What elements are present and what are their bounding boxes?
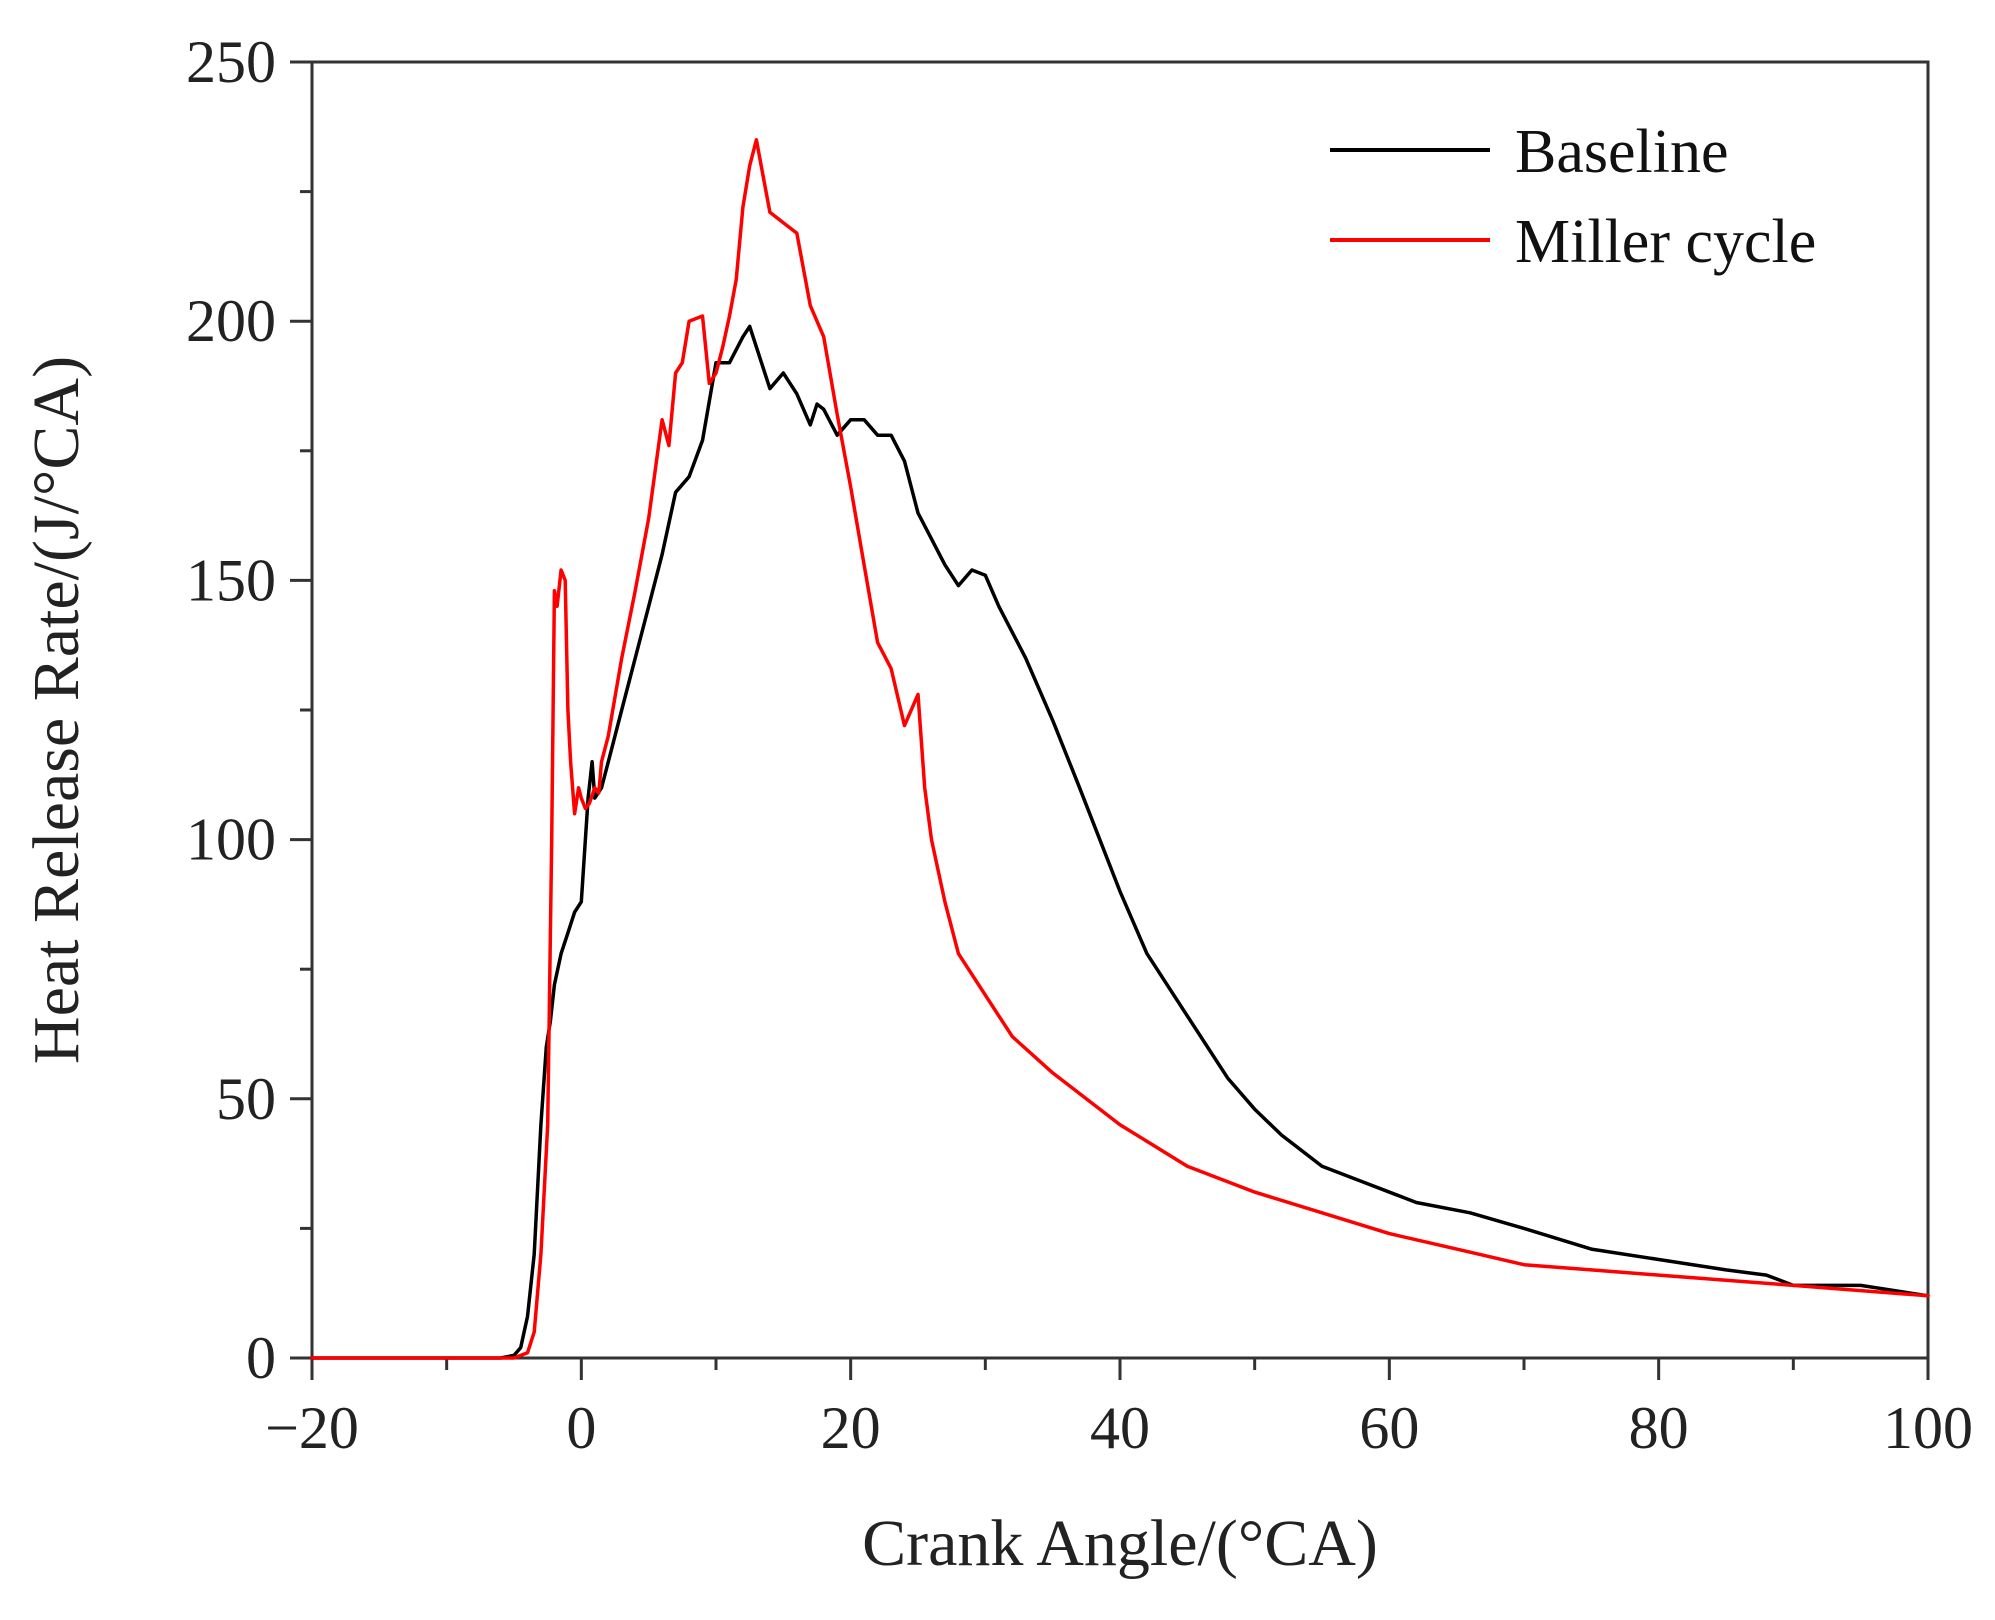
x-tick-label: 20 (821, 1395, 881, 1461)
series-line-miller-cycle (310, 138, 1930, 1360)
x-tick-label: 40 (1090, 1395, 1150, 1461)
y-tick-label: 100 (186, 807, 276, 873)
legend-label-miller-cycle: Miller cycle (1515, 208, 1816, 276)
y-axis-label: Heat Release Rate/(J/°CA) (20, 356, 93, 1064)
x-axis-label: Crank Angle/(°CA) (862, 1507, 1378, 1580)
y-tick-label: 200 (186, 288, 276, 354)
series-layer (310, 138, 1930, 1360)
series-line-baseline (310, 324, 1930, 1360)
legend-label-baseline: Baseline (1515, 118, 1729, 186)
y-tick-label: 0 (246, 1325, 276, 1391)
x-tick-label: 80 (1629, 1395, 1689, 1461)
legend: Baseline Miller cycle (1330, 118, 1816, 276)
y-tick-label: 50 (216, 1066, 276, 1132)
y-tick-label: 250 (186, 29, 276, 95)
x-tick-label: 0 (566, 1395, 596, 1461)
y-tick-label: 150 (186, 547, 276, 613)
x-tick-label: 100 (1883, 1395, 1973, 1461)
x-tick-label: 60 (1359, 1395, 1419, 1461)
x-tick-label: −20 (265, 1395, 359, 1461)
